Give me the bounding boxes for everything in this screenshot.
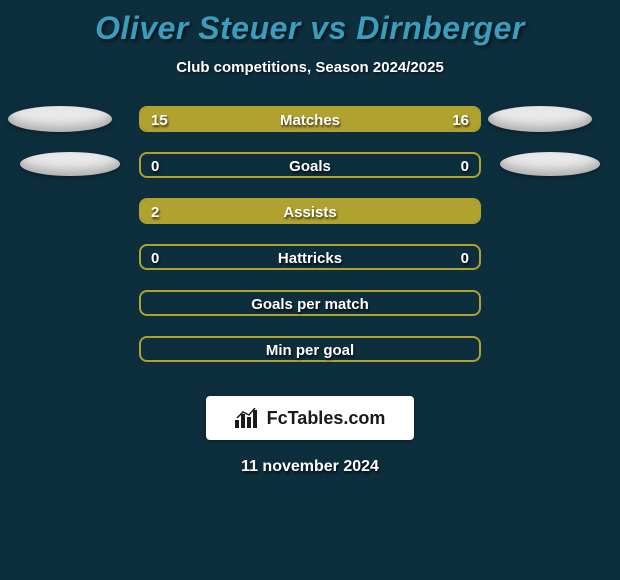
bar-chart-icon [235, 408, 259, 428]
stat-bar-track: Goals per match [139, 290, 481, 316]
stat-label: Goals per match [141, 292, 479, 318]
stat-bar-fill [141, 200, 479, 222]
page-title: Oliver Steuer vs Dirnberger [0, 0, 620, 47]
stat-bar-track: Goals0 0 [139, 152, 481, 178]
stat-bar-fill [141, 108, 479, 130]
stat-value-left: 0 [151, 154, 159, 180]
stat-label: Min per goal [141, 338, 479, 364]
stat-value-left: 15 [151, 108, 168, 134]
page-subtitle: Club competitions, Season 2024/2025 [0, 59, 620, 76]
stat-value-left: 2 [151, 200, 159, 226]
stat-bar-track: Matches1516 [139, 106, 481, 132]
stat-bar-track: Assists2 [139, 198, 481, 224]
stat-value-left: 0 [151, 246, 159, 272]
fctables-text: FcTables.com [267, 408, 386, 429]
stat-bar-track: Min per goal [139, 336, 481, 362]
player-disc [500, 152, 600, 176]
stat-label: Hattricks [141, 246, 479, 272]
fctables-logo: FcTables.com [206, 396, 414, 440]
stat-bar-track: Hattricks0 0 [139, 244, 481, 270]
stat-row: Min per goal [0, 336, 620, 382]
date-label: 11 november 2024 [0, 458, 620, 476]
player-disc [488, 106, 592, 132]
stat-row: Goals per match [0, 290, 620, 336]
comparison-chart: Matches1516Goals00Assists2Hattricks00Goa… [0, 106, 620, 382]
player-disc [8, 106, 112, 132]
stat-value-right: 0 [461, 154, 469, 180]
stat-row: Assists2 [0, 198, 620, 244]
stat-label: Goals [141, 154, 479, 180]
stat-value-right: 0 [461, 246, 469, 272]
stat-value-right: 16 [452, 108, 469, 134]
stat-row: Hattricks0 0 [0, 244, 620, 290]
player-disc [20, 152, 120, 176]
